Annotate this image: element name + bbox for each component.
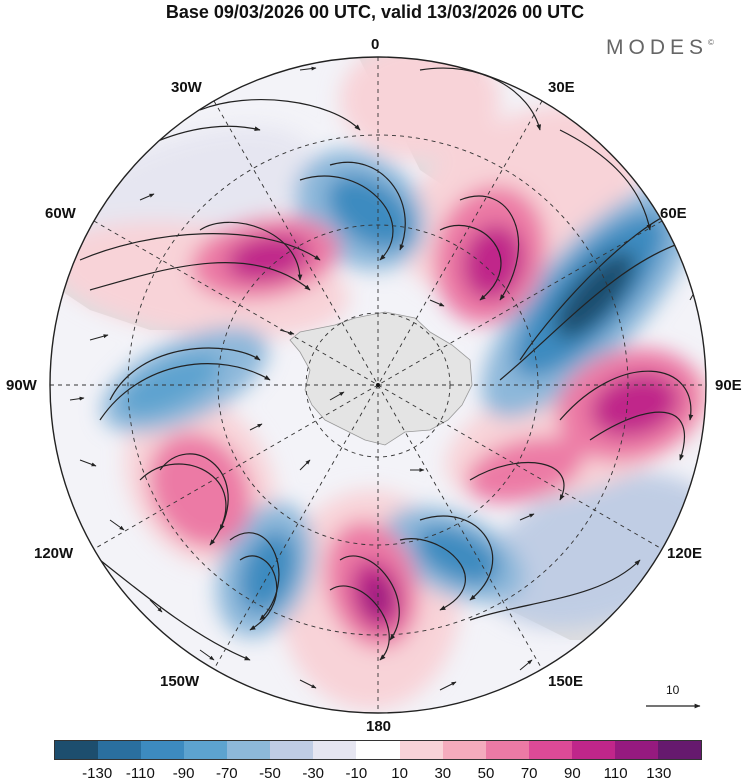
colorbar-tick-label: -70 <box>215 765 238 782</box>
lon-label-90w: 90W <box>6 377 37 394</box>
brand-mark: © <box>708 38 714 47</box>
colorbar-tick-label: 30 <box>434 765 452 782</box>
colorbar-tick-label: -130 <box>82 765 113 782</box>
lon-label-60e: 60E <box>660 205 687 222</box>
polar-stereographic-map <box>49 56 707 714</box>
colorbar-swatch <box>657 741 701 759</box>
colorbar-swatch <box>485 741 529 759</box>
lon-label-90e: 90E <box>715 377 742 394</box>
antarctica-landmass <box>289 311 473 446</box>
colorbar-swatch <box>184 741 228 759</box>
colorbar-swatch <box>399 741 443 759</box>
colorbar-swatch <box>141 741 185 759</box>
colorbar-tick-label: -10 <box>345 765 368 782</box>
colorbar-tick-label: -30 <box>302 765 325 782</box>
lon-label-120e: 120E <box>667 545 703 562</box>
streamlines <box>79 67 694 661</box>
map-disc <box>50 57 706 713</box>
lon-label-180: 180 <box>366 718 392 735</box>
map-title: Base 09/03/2026 00 UTC, valid 13/03/2026… <box>165 2 585 22</box>
colorbar-tick-label: 50 <box>477 765 495 782</box>
colorbar-swatch <box>270 741 314 759</box>
colorbar-tick-label: -110 <box>125 765 155 782</box>
colorbar-tick-label: 110 <box>603 765 628 782</box>
colorbar-tick-label: -90 <box>172 765 195 782</box>
colorbar-tick-label: 70 <box>520 765 538 782</box>
lon-label-150e: 150E <box>548 673 584 690</box>
colorbar-swatch <box>442 741 486 759</box>
colorbar-swatch <box>98 741 142 759</box>
reference-vector-label: 10 <box>666 683 680 697</box>
colorbar-tick-label: 130 <box>646 765 672 782</box>
colorbar-tick-label: -50 <box>259 765 281 782</box>
colorbar-swatch <box>313 741 357 759</box>
colorbar-tick-label: 10 <box>391 765 408 782</box>
lon-label-0: 0 <box>371 36 380 53</box>
brand-name: MODES <box>606 36 709 59</box>
lon-label-30w: 30W <box>171 79 202 96</box>
lon-label-150w: 150W <box>160 673 200 690</box>
map-boundary <box>49 56 707 714</box>
colorbar-swatch <box>356 741 400 759</box>
colorbar-swatch <box>55 741 99 759</box>
lon-label-30e: 30E <box>548 79 575 96</box>
colorbar <box>54 740 702 760</box>
colorbar-swatch <box>227 741 271 759</box>
lon-label-60w: 60W <box>45 205 76 222</box>
modes-logo: MODES© <box>606 36 714 60</box>
lon-label-120w: 120W <box>34 545 74 562</box>
colorbar-tick-label: 90 <box>564 765 581 782</box>
colorbar-swatch <box>571 741 615 759</box>
colorbar-swatch <box>528 741 572 759</box>
colorbar-swatch <box>614 741 658 759</box>
